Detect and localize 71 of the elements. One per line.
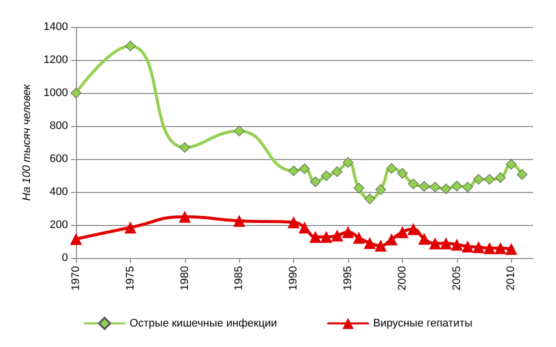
point (288, 216, 300, 228)
point (342, 226, 354, 238)
x-tick-label: 1995 (342, 266, 354, 290)
point (234, 126, 245, 136)
point (180, 142, 190, 153)
point (452, 180, 462, 192)
point (472, 241, 485, 254)
point (364, 236, 376, 249)
y-tick-label: 1000 (44, 87, 68, 99)
point (364, 194, 376, 204)
point (298, 221, 310, 234)
y-tick-label: 800 (50, 120, 68, 132)
point (506, 158, 517, 170)
x-tick-label: 2010 (505, 266, 518, 290)
point (494, 242, 506, 254)
point (70, 88, 82, 98)
point (233, 214, 246, 227)
point (397, 168, 408, 179)
point (310, 176, 321, 188)
point (440, 184, 452, 194)
point (516, 169, 528, 180)
x-tick-label: 1970 (70, 266, 82, 290)
x-tick-label: 1985 (233, 266, 246, 290)
point (178, 210, 191, 223)
point (483, 242, 496, 254)
point (430, 182, 440, 192)
x-tick-label: 2005 (450, 266, 463, 290)
point (418, 232, 430, 245)
point (429, 237, 442, 250)
y-tick-label: 400 (50, 186, 68, 198)
point (386, 163, 397, 174)
point (505, 242, 518, 255)
x-tick-label: 1980 (178, 266, 191, 290)
legend-label: Вирусные гепатиты (373, 317, 473, 330)
point (332, 166, 342, 178)
point (473, 174, 484, 185)
point (450, 238, 463, 251)
point (462, 182, 474, 192)
y-tick-label: 0 (62, 252, 68, 264)
point (70, 233, 82, 246)
y-tick-label: 1200 (44, 54, 68, 66)
point (374, 240, 387, 252)
point (288, 166, 299, 176)
y-axis-title: На 100 тысяч человек (21, 83, 34, 201)
point (484, 174, 495, 185)
point (495, 172, 506, 183)
point (375, 184, 386, 195)
point (320, 230, 332, 243)
point (396, 226, 408, 238)
point (386, 233, 398, 246)
x-tick-label: 1975 (124, 266, 136, 290)
y-tick-label: 200 (50, 219, 68, 231)
point (462, 240, 474, 252)
y-tick-label: 600 (50, 153, 68, 165)
point (352, 232, 365, 244)
point (408, 178, 419, 190)
point (407, 223, 420, 236)
point (309, 230, 322, 243)
x-tick-label: 1990 (288, 266, 300, 290)
point (342, 157, 354, 168)
point (440, 237, 452, 250)
point (124, 221, 136, 234)
point (418, 181, 430, 192)
legend-label: Острые кишечные инфекции (130, 317, 278, 330)
point (331, 230, 344, 242)
point (354, 182, 364, 194)
point (320, 170, 332, 182)
y-tick-label: 1400 (44, 21, 68, 33)
x-tick-label: 2000 (396, 266, 408, 290)
point (125, 40, 136, 52)
point (299, 163, 310, 174)
